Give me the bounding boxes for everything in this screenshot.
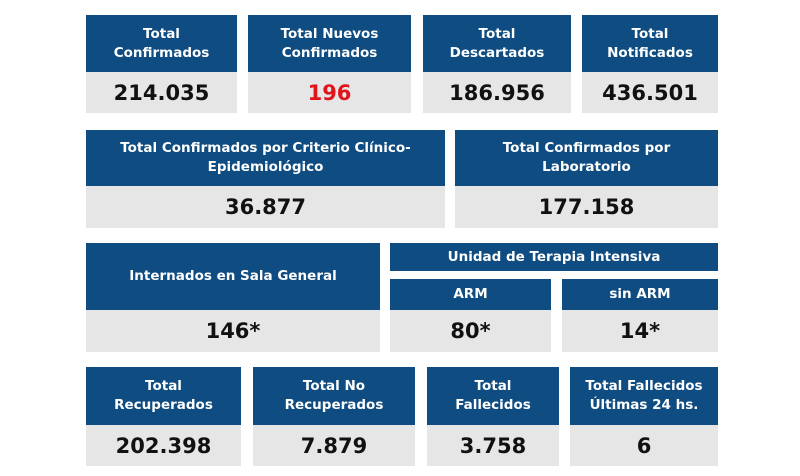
card-value: 14*	[562, 310, 718, 352]
card-label: Total Recuperados	[86, 367, 241, 425]
card-value: 7.879	[253, 425, 415, 466]
card-fallecidos-24hs: Total Fallecidos Últimas 24 hs. 6	[570, 367, 718, 466]
card-internados-sala-general: Internados en Sala General 146*	[86, 243, 380, 352]
uti-title: Unidad de Terapia Intensiva	[390, 243, 718, 271]
card-label: Total Fallecidos Últimas 24 hs.	[570, 367, 718, 425]
card-value: 186.956	[423, 72, 571, 113]
card-value: 36.877	[86, 186, 445, 228]
card-sin-arm: sin ARM 14*	[562, 279, 718, 352]
card-label: Total Confirmados por Laboratorio	[455, 130, 718, 186]
card-total-notificados: Total Notificados 436.501	[582, 15, 718, 113]
card-value: 436.501	[582, 72, 718, 113]
card-value: 202.398	[86, 425, 241, 466]
card-label: Total Confirmados	[86, 15, 237, 72]
card-value: 3.758	[427, 425, 559, 466]
card-label: Internados en Sala General	[86, 243, 380, 310]
card-label: Total Fallecidos	[427, 367, 559, 425]
card-value: 80*	[390, 310, 551, 352]
card-total-no-recuperados: Total No Recuperados 7.879	[253, 367, 415, 466]
card-value: 196	[248, 72, 411, 113]
card-label: Total Nuevos Confirmados	[248, 15, 411, 72]
card-total-nuevos-confirmados: Total Nuevos Confirmados 196	[248, 15, 411, 113]
card-value: 6	[570, 425, 718, 466]
card-label: Total Descartados	[423, 15, 571, 72]
card-arm: ARM 80*	[390, 279, 551, 352]
card-label: ARM	[390, 279, 551, 310]
card-total-descartados: Total Descartados 186.956	[423, 15, 571, 113]
card-value: 146*	[86, 310, 380, 352]
card-label: Total Confirmados por Criterio Clínico- …	[86, 130, 445, 186]
card-value: 177.158	[455, 186, 718, 228]
card-total-fallecidos: Total Fallecidos 3.758	[427, 367, 559, 466]
card-label: Total Notificados	[582, 15, 718, 72]
card-label: Total No Recuperados	[253, 367, 415, 425]
card-confirmados-clinico: Total Confirmados por Criterio Clínico- …	[86, 130, 445, 228]
card-total-confirmados: Total Confirmados 214.035	[86, 15, 237, 113]
card-total-recuperados: Total Recuperados 202.398	[86, 367, 241, 466]
card-label: sin ARM	[562, 279, 718, 310]
card-confirmados-laboratorio: Total Confirmados por Laboratorio 177.158	[455, 130, 718, 228]
card-value: 214.035	[86, 72, 237, 113]
